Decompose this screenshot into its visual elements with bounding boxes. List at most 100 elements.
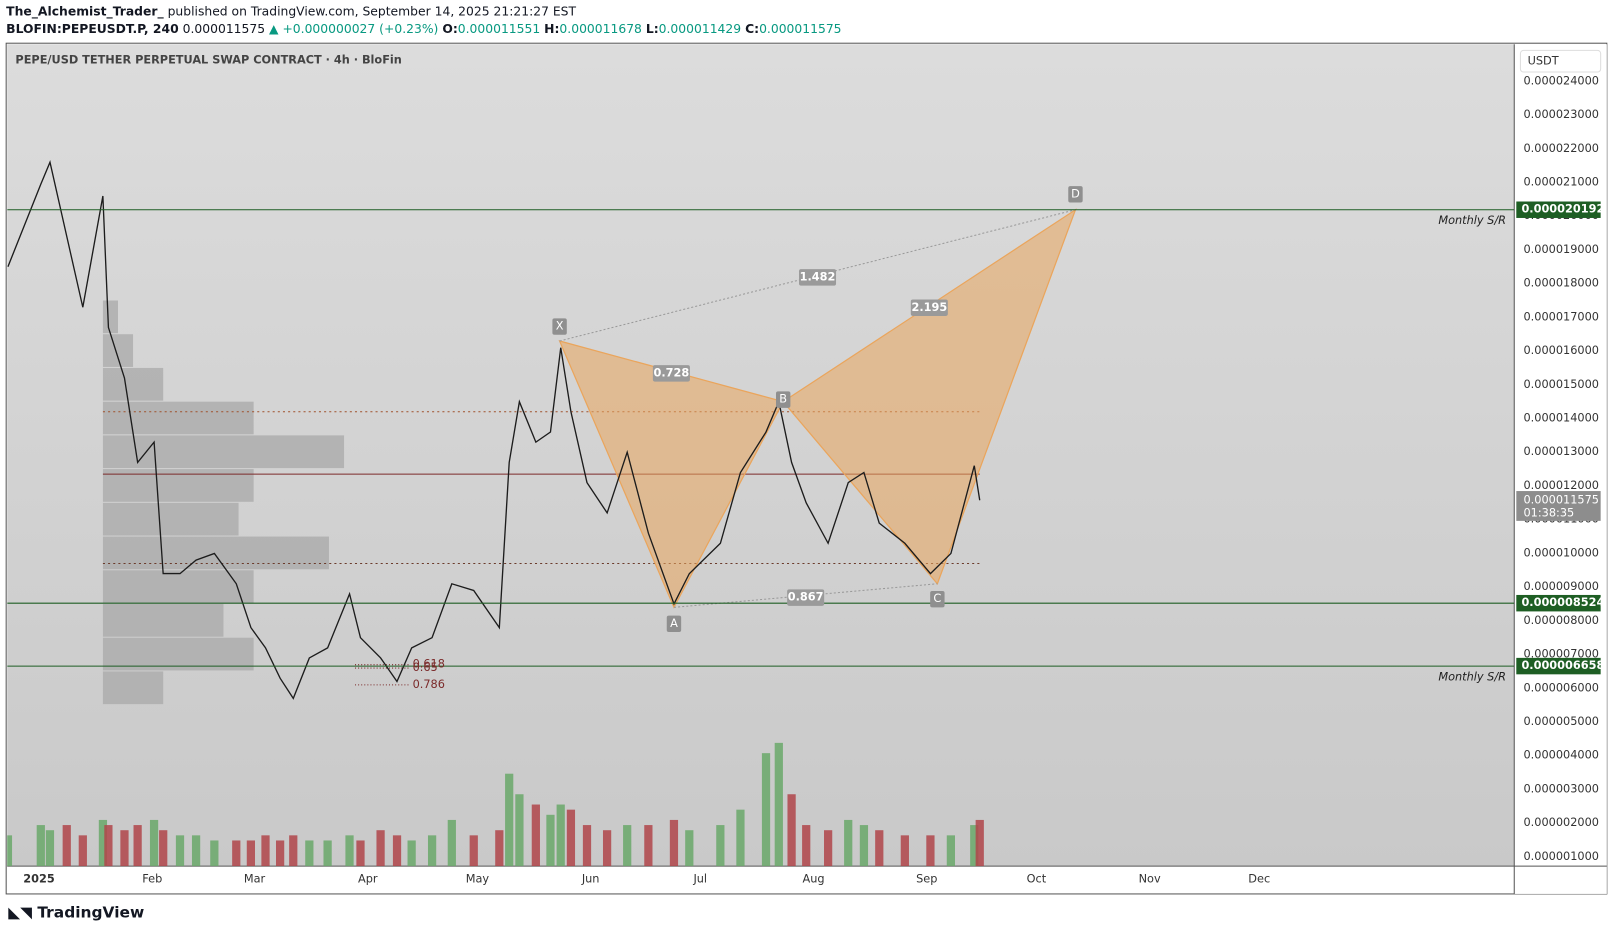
y-tick-label: 0.000008000 xyxy=(1524,614,1599,627)
pattern-point-box xyxy=(775,391,791,408)
pattern-point-label: X xyxy=(556,320,564,333)
x-tick-label: Jun xyxy=(581,873,600,886)
pattern-point-box xyxy=(1068,186,1083,203)
volume-bar xyxy=(546,814,555,867)
last: 0.000011575 xyxy=(182,21,266,37)
profile-bar xyxy=(102,536,329,570)
y-tick-label: 0.000010000 xyxy=(1524,546,1599,559)
ohlc-key: C: xyxy=(745,21,760,37)
y-tick-label: 0.000018000 xyxy=(1524,277,1599,290)
volume-bar xyxy=(644,825,653,867)
profile-bar xyxy=(102,637,254,671)
volume-bar xyxy=(802,825,811,867)
level-label-box xyxy=(1516,594,1601,612)
volume-bar xyxy=(669,819,679,867)
y-tick-label: 0.000021000 xyxy=(1524,175,1599,188)
profile-bar xyxy=(102,367,164,401)
volume-bar xyxy=(133,825,142,867)
volume-bar xyxy=(246,840,256,867)
y-tick-label: 0.000023000 xyxy=(1524,108,1599,121)
profile-bar xyxy=(102,401,254,435)
ohlc-value: 0.000011678 xyxy=(559,21,642,37)
ohlc-value: 0.000011429 xyxy=(658,21,742,37)
fib-label: 0.786 xyxy=(413,678,445,691)
ohlc-key: L: xyxy=(645,21,659,37)
pattern-point-label: D xyxy=(1071,187,1080,200)
y-tick-label: 0.000016000 xyxy=(1524,344,1599,357)
volume-bar xyxy=(210,840,219,867)
y-tick-label: 0.000022000 xyxy=(1524,142,1599,155)
x-tick-label: Jul xyxy=(692,873,707,886)
profile-bar xyxy=(102,570,254,603)
price-scale xyxy=(1514,44,1607,894)
level-label: 0.000020192 xyxy=(1521,203,1604,216)
volume-bar xyxy=(305,840,314,867)
volume-bar xyxy=(566,809,576,867)
volume-bar xyxy=(926,835,935,867)
volume-bar xyxy=(623,825,632,867)
profile-bar xyxy=(102,502,239,536)
volume-bar xyxy=(120,830,129,867)
plot xyxy=(7,160,1515,867)
volume-bar xyxy=(875,830,884,867)
y-tick-label: 0.000005000 xyxy=(1524,715,1599,728)
y-tick-label: 0.000017000 xyxy=(1524,310,1599,323)
pattern-point-box xyxy=(666,615,682,633)
volume-bar xyxy=(275,840,285,867)
brand-text: TradingView xyxy=(37,903,145,922)
pattern-point-label: B xyxy=(779,393,787,406)
volume-bar xyxy=(376,830,385,867)
fib-label: 0.65 xyxy=(413,661,438,674)
level-note: Monthly S/R xyxy=(1438,214,1506,227)
level-label-box xyxy=(1516,201,1601,218)
y-tick-label: 0.000019000 xyxy=(1524,243,1599,256)
volume-bar xyxy=(582,825,592,867)
volume-bar xyxy=(975,819,984,867)
profile-bar xyxy=(102,435,345,469)
x-tick-label: Sep xyxy=(916,873,937,886)
symbol: BLOFIN:PEPEUSDT.P, 240 xyxy=(6,21,179,37)
volume-bar xyxy=(427,835,437,867)
ratio-box xyxy=(910,299,948,316)
volume-bar xyxy=(447,819,456,867)
ohlc-key: H: xyxy=(544,21,560,37)
volume-bar xyxy=(323,840,332,867)
pattern-point-box xyxy=(930,590,945,608)
y-tick-label: 0.000015000 xyxy=(1524,378,1599,391)
profile-bar xyxy=(102,300,118,334)
level-label: 0.000008524 xyxy=(1521,596,1604,609)
overlay: 0.000001000 0.000002000 0.000003000 0.00000… xyxy=(23,74,1604,885)
profile-bar xyxy=(102,334,134,367)
y-tick-label: 0.000004000 xyxy=(1524,749,1599,762)
volume-bar xyxy=(761,753,771,867)
volume-bar xyxy=(505,773,514,867)
ohlc-key: O: xyxy=(442,21,458,37)
y-tick-label: 0.000007000 xyxy=(1524,648,1599,661)
currency-box[interactable] xyxy=(1519,49,1602,73)
symbol-line: BLOFIN:PEPEUSDT.P, 240 0.000011575 ▲ +0.… xyxy=(6,22,841,36)
volume-bar xyxy=(736,809,745,867)
volume-bar xyxy=(946,835,956,867)
ratio-label: 1.482 xyxy=(800,270,836,283)
volume-bar xyxy=(7,835,13,867)
volume-bar xyxy=(716,825,725,867)
volume-bar xyxy=(495,830,504,867)
currency[interactable]: USDT xyxy=(1528,55,1559,68)
last-price-label: 0.000011575 xyxy=(1524,493,1599,506)
y-tick-label: 0.000006000 xyxy=(1524,681,1599,694)
ohlc-value: 0.000011551 xyxy=(457,21,541,37)
volume-bar xyxy=(824,830,833,867)
x-tick-label: Apr xyxy=(358,873,378,886)
author: The_Alchemist_Trader_ xyxy=(6,4,164,19)
ratio-box xyxy=(652,365,690,382)
volume-bar xyxy=(515,794,524,867)
volume-bar xyxy=(45,830,55,867)
volume-bar xyxy=(685,830,694,867)
profile-bar xyxy=(102,671,164,705)
volume-bar xyxy=(191,835,201,867)
volume-bar xyxy=(859,825,869,867)
y-tick-label: 0.000002000 xyxy=(1524,816,1599,829)
ohlc: O:0.000011551 H:0.000011678 L:0.00001142… xyxy=(442,22,841,36)
y-tick-label: 0.000001000 xyxy=(1524,850,1599,863)
